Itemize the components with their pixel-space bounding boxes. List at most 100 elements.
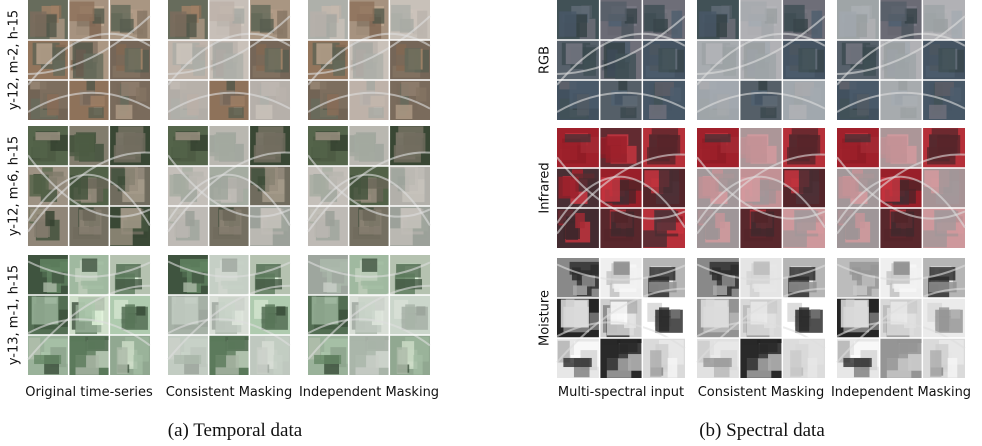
image-patch — [136, 87, 146, 101]
mask-overlay — [782, 208, 825, 248]
image-grid — [837, 128, 965, 248]
image-grid — [557, 258, 685, 378]
image-grid — [28, 255, 150, 375]
column-label: Original time-series — [25, 385, 153, 400]
mask-overlay — [740, 168, 783, 208]
image-patch — [620, 107, 636, 118]
image-patch — [88, 336, 105, 350]
image-grid — [697, 258, 825, 378]
image-patch — [168, 141, 187, 158]
image-patch — [798, 48, 815, 72]
image-patch — [561, 300, 589, 328]
image-patch — [397, 347, 408, 374]
image-patch — [929, 105, 947, 119]
image-patch — [668, 358, 678, 378]
image-patch — [948, 358, 958, 378]
mask-overlay — [389, 0, 430, 40]
image-patch — [620, 339, 637, 353]
image-patch — [116, 105, 133, 119]
caption: (a) Temporal data — [168, 420, 303, 441]
image-patch — [88, 107, 103, 118]
image-patch — [28, 141, 47, 158]
image-patch — [136, 306, 145, 315]
image-patch — [763, 96, 778, 106]
mask-overlay — [697, 80, 740, 120]
image-patch — [265, 304, 275, 328]
image-grid — [557, 128, 685, 248]
image-grid — [697, 128, 825, 248]
image-patch — [32, 297, 59, 325]
image-patch — [841, 300, 869, 328]
row-label: y-12, m-2, h-15 — [7, 10, 22, 110]
column-label: Independent Masking — [831, 385, 971, 400]
image-patch — [315, 132, 340, 140]
image-patch — [606, 136, 627, 162]
mask-overlay — [880, 338, 923, 378]
image-patch — [930, 350, 941, 377]
row-label: RGB — [538, 46, 553, 74]
image-patch — [857, 94, 869, 115]
image-patch — [880, 2, 906, 22]
mask-overlay — [880, 128, 923, 168]
image-patch — [133, 355, 142, 375]
image-patch — [396, 105, 413, 119]
image-patch — [643, 230, 667, 247]
image-patch — [760, 107, 776, 118]
image-patch — [231, 96, 245, 106]
image-grid — [28, 0, 150, 120]
image-patch — [124, 133, 142, 152]
image-patch — [312, 297, 339, 325]
image-patch — [894, 262, 910, 275]
image-patch — [82, 259, 97, 272]
image-grid — [837, 258, 965, 378]
mask-overlay — [209, 126, 250, 166]
image-patch — [362, 259, 377, 272]
row-label: Infrared — [538, 162, 553, 213]
image-patch — [69, 2, 94, 22]
mask-overlay — [922, 168, 965, 208]
mask-overlay — [209, 255, 250, 295]
image-patch — [713, 285, 727, 295]
image-patch — [577, 94, 589, 115]
image-patch — [746, 358, 758, 370]
image-patch — [653, 19, 668, 33]
image-patch — [265, 48, 281, 72]
image-grid — [28, 126, 150, 246]
image-patch — [799, 169, 813, 193]
image-patch — [601, 177, 620, 201]
image-patch — [308, 141, 327, 158]
image-patch — [881, 177, 900, 201]
image-grid — [308, 255, 430, 375]
image-patch — [110, 228, 133, 245]
image-grid — [837, 0, 965, 120]
image-patch — [264, 133, 282, 152]
image-patch — [405, 48, 421, 72]
mask-overlay — [837, 0, 880, 40]
mask-overlay — [168, 40, 209, 80]
mask-overlay — [249, 80, 290, 120]
mask-overlay — [697, 298, 740, 338]
image-grid — [697, 0, 825, 120]
image-patch — [228, 336, 245, 350]
mask-overlay — [308, 0, 349, 40]
mask-overlay — [880, 298, 923, 338]
image-patch — [654, 210, 676, 230]
image-patch — [659, 307, 669, 331]
image-patch — [413, 355, 422, 375]
mask-overlay — [168, 206, 209, 246]
column-label: Multi-spectral input — [558, 385, 684, 400]
image-patch — [659, 169, 673, 193]
image-patch — [760, 339, 777, 353]
image-patch — [563, 358, 591, 367]
mask-overlay — [349, 295, 390, 335]
mask-overlay — [349, 126, 390, 166]
mask-overlay — [389, 206, 430, 246]
image-patch — [170, 11, 186, 36]
image-patch — [798, 135, 817, 154]
image-patch — [45, 211, 54, 226]
mask-overlay — [922, 298, 965, 338]
image-patch — [314, 355, 341, 364]
image-patch — [938, 48, 955, 72]
image-patch — [614, 262, 630, 275]
mask-overlay — [880, 40, 923, 80]
